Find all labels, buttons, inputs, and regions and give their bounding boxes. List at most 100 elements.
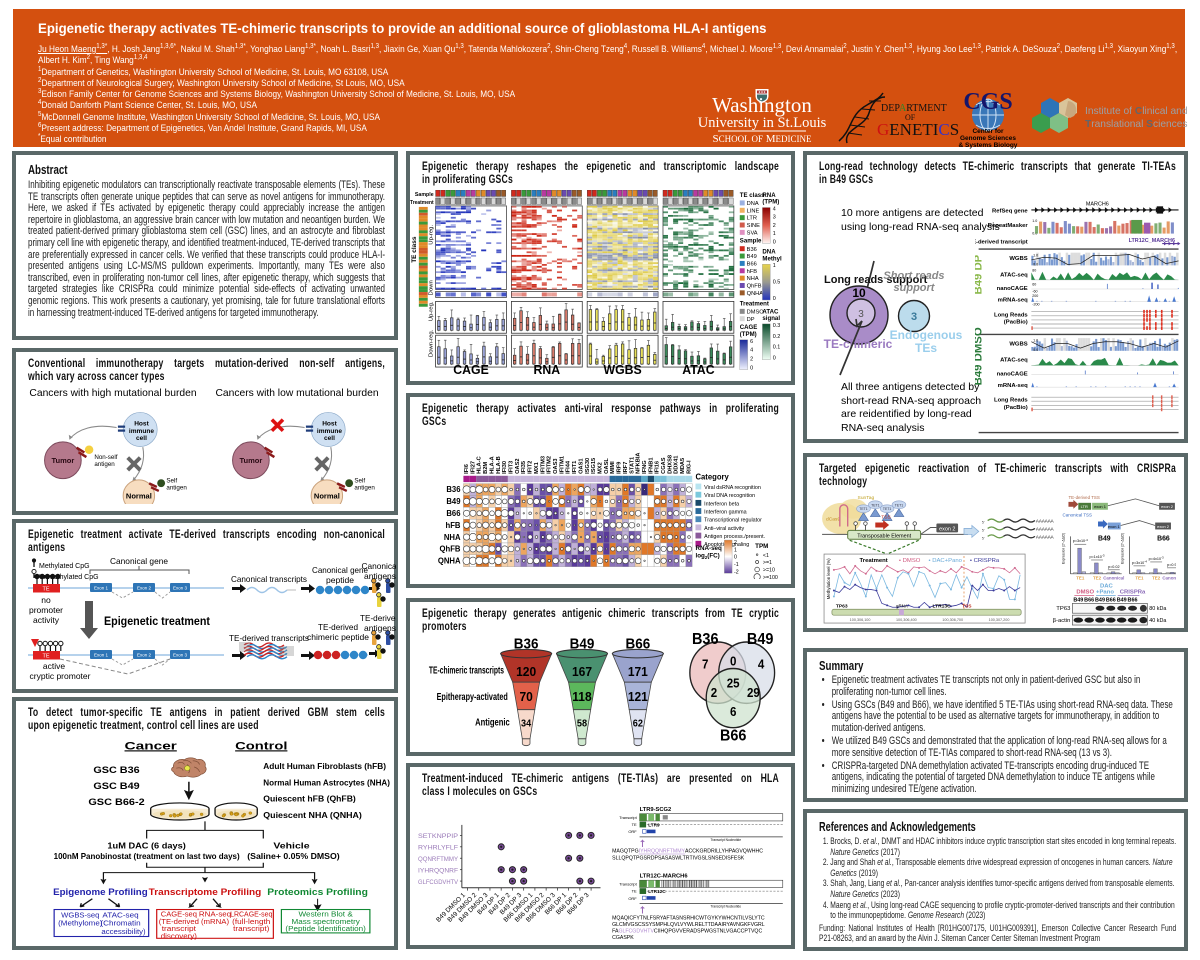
svg-text:GSC B36: GSC B36 bbox=[93, 765, 139, 775]
svg-text:transcript): transcript) bbox=[233, 925, 270, 933]
svg-text:Treatment: Treatment bbox=[740, 300, 769, 307]
svg-text:MIMI: MIMI bbox=[610, 461, 616, 474]
svg-text:ATAC-seq: ATAC-seq bbox=[1000, 358, 1028, 364]
svg-text:0.5: 0.5 bbox=[773, 280, 781, 286]
svg-text:mRNA-seq: mRNA-seq bbox=[998, 298, 1029, 304]
svg-text:Proteomics Profiling: Proteomics Profiling bbox=[267, 888, 368, 898]
svg-text:QNHA: QNHA bbox=[747, 291, 764, 297]
svg-text:NFKBIA: NFKBIA bbox=[636, 453, 642, 474]
svg-text:Antigen process./present.: Antigen process./present. bbox=[704, 534, 765, 540]
svg-text:>=10: >=10 bbox=[763, 568, 775, 574]
svg-text:LTR9: LTR9 bbox=[648, 823, 660, 828]
svg-text:TE: TE bbox=[42, 654, 49, 660]
svg-text:LTR: LTR bbox=[747, 216, 757, 222]
svg-text:OF: OF bbox=[905, 113, 916, 122]
svg-text:>=1: >=1 bbox=[763, 560, 772, 566]
svg-text:exon 2: exon 2 bbox=[1157, 524, 1169, 529]
svg-text:Epigenetic treatment: Epigenetic treatment bbox=[104, 616, 210, 628]
svg-text:Exon 2: Exon 2 bbox=[137, 653, 152, 658]
svg-text:RepeatMasker: RepeatMasker bbox=[988, 223, 1029, 229]
svg-text:B49: B49 bbox=[1095, 597, 1105, 603]
svg-text:IRF9: IRF9 bbox=[617, 462, 623, 474]
svg-text:B49: B49 bbox=[747, 254, 757, 260]
svg-text:Non-self: Non-self bbox=[94, 454, 117, 461]
svg-text:hFB: hFB bbox=[446, 521, 461, 530]
svg-text:Treatment: Treatment bbox=[860, 558, 888, 564]
svg-text:Long Reads: Long Reads bbox=[994, 312, 1028, 318]
svg-text:CRISPRa: CRISPRa bbox=[1120, 589, 1146, 595]
svg-text:B66: B66 bbox=[1084, 597, 1094, 603]
svg-text:TSS: TSS bbox=[962, 603, 972, 609]
svg-text:IFITM2: IFITM2 bbox=[547, 456, 553, 474]
svg-text:NHA: NHA bbox=[747, 276, 759, 282]
svg-text:Up-reg.: Up-reg. bbox=[429, 225, 435, 245]
svg-text:OAS3: OAS3 bbox=[553, 458, 559, 473]
svg-text:Sample: Sample bbox=[740, 238, 762, 245]
svg-text:log2(FC): log2(FC) bbox=[695, 553, 719, 560]
svg-text:Control: Control bbox=[235, 739, 287, 752]
svg-text:OAS1: OAS1 bbox=[578, 458, 584, 473]
svg-text:Center for: Center for bbox=[972, 128, 1004, 135]
svg-text:-2: -2 bbox=[734, 570, 739, 576]
svg-text:IFNB1: IFNB1 bbox=[648, 458, 654, 474]
svg-text:Epitherapy-activated: Epitherapy-activated bbox=[437, 692, 508, 704]
svg-text:p=4x10-3: p=4x10-3 bbox=[1149, 556, 1164, 561]
svg-text:B66: B66 bbox=[1128, 597, 1138, 603]
svg-text:Genome Sciences: Genome Sciences bbox=[960, 135, 1016, 142]
svg-text:accessibility): accessibility) bbox=[101, 927, 146, 935]
svg-text:Canonical gene: Canonical gene bbox=[312, 565, 368, 575]
svg-text:5': 5' bbox=[982, 535, 985, 540]
svg-text:SLLQPQTPGSRDPSASASWLTRTIVGSLSN: SLLQPQTPGSRDPSASASWLTRTIVGSLSNSEDISFESK bbox=[612, 855, 745, 861]
svg-text:MQAQICFYTNLFSRYAFTASNSRHICWTGY: MQAQICFYTNLFSRYAFTASNSRHICWTGYKYWHCNTILV… bbox=[612, 915, 765, 921]
svg-text:(TPM): (TPM) bbox=[740, 331, 757, 338]
svg-text:MDA5: MDA5 bbox=[680, 458, 686, 474]
svg-text:Unmethylated CpG: Unmethylated CpG bbox=[39, 574, 99, 581]
svg-text:WGBS: WGBS bbox=[1009, 256, 1027, 262]
svg-text:(PacBio): (PacBio) bbox=[1004, 320, 1028, 326]
svg-text:Host: Host bbox=[134, 421, 149, 428]
svg-text:IFIT2: IFIT2 bbox=[528, 461, 534, 474]
svg-text:TE-chimeric: TE-chimeric bbox=[824, 337, 893, 351]
svg-text:Endogenous: Endogenous bbox=[890, 328, 963, 342]
svg-text:1: 1 bbox=[734, 547, 737, 553]
svg-text:B66: B66 bbox=[747, 261, 757, 267]
svg-text:Antigenic: Antigenic bbox=[475, 717, 510, 729]
svg-text:Cancer: Cancer bbox=[125, 739, 178, 752]
svg-text:IFITM1: IFITM1 bbox=[559, 456, 565, 474]
svg-text:ISG30: ISG30 bbox=[585, 458, 591, 474]
svg-text:TE class: TE class bbox=[411, 236, 418, 263]
svg-text:ATAC: ATAC bbox=[762, 308, 779, 315]
svg-text:TE class: TE class bbox=[740, 192, 765, 199]
svg-text:Adult Human Fibroblasts (hFB): Adult Human Fibroblasts (hFB) bbox=[263, 762, 386, 771]
svg-text:1.0: 1.0 bbox=[1033, 253, 1038, 257]
svg-text:support: support bbox=[894, 282, 936, 294]
svg-text:Long reads support: Long reads support bbox=[824, 274, 928, 286]
svg-text:β-actin: β-actin bbox=[1053, 618, 1071, 624]
svg-text:Treatment: Treatment bbox=[410, 200, 434, 206]
svg-text:1.0: 1.0 bbox=[1033, 339, 1038, 343]
svg-text:ORF: ORF bbox=[628, 829, 637, 834]
svg-text:0: 0 bbox=[773, 239, 776, 245]
svg-text:10: 10 bbox=[852, 286, 866, 300]
svg-text:antigen: antigen bbox=[354, 485, 375, 492]
svg-text:B36: B36 bbox=[747, 247, 757, 253]
svg-text:3: 3 bbox=[911, 311, 917, 323]
svg-text:immune: immune bbox=[317, 428, 342, 435]
svg-text:1: 1 bbox=[773, 263, 776, 269]
svg-text:TE2: TE2 bbox=[1152, 576, 1161, 581]
svg-text:LRCAGE-seq: LRCAGE-seq bbox=[230, 910, 272, 918]
svg-text:Methylated CpG: Methylated CpG bbox=[39, 563, 90, 570]
svg-text:CGS: CGS bbox=[963, 89, 1012, 115]
svg-text:GLCMVGSCSSYSMPHLQVLVYWLRELTTDA: GLCMVGSCSSYSMPHLQVLVYWLRELTTDAAIRYAVNGKF… bbox=[612, 922, 765, 928]
svg-text:58: 58 bbox=[577, 718, 588, 730]
svg-text:2: 2 bbox=[711, 686, 718, 701]
svg-text:mRNA-seq: mRNA-seq bbox=[998, 383, 1029, 389]
svg-text:4: 4 bbox=[758, 657, 765, 672]
svg-text:5': 5' bbox=[982, 527, 985, 532]
svg-text:IYHRQQNRF: IYHRQQNRF bbox=[418, 868, 458, 875]
svg-text:(Saline+ 0.05% DMSO): (Saline+ 0.05% DMSO) bbox=[247, 852, 340, 861]
svg-text:100,307,200: 100,307,200 bbox=[989, 618, 1010, 622]
svg-text:TE: TE bbox=[632, 889, 637, 894]
svg-text:NHA: NHA bbox=[444, 533, 461, 542]
svg-text:121: 121 bbox=[628, 690, 648, 705]
